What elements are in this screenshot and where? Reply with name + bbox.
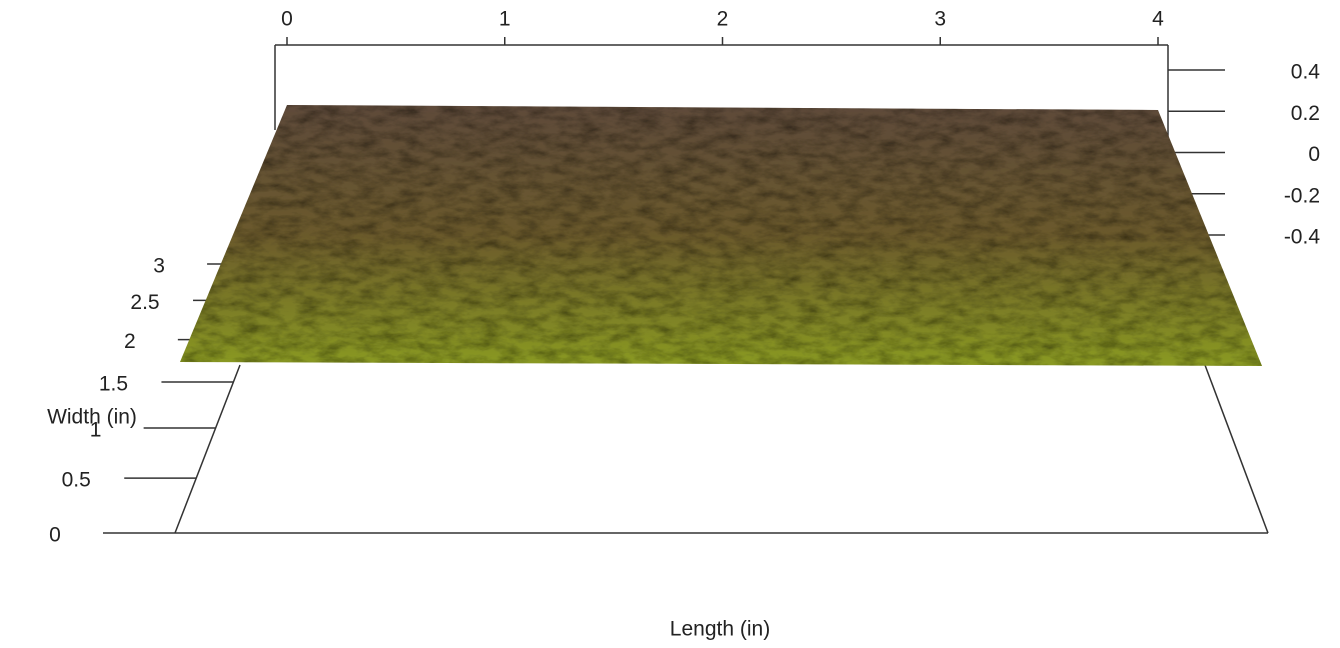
z-tick-label: 0.4 [1291,61,1321,84]
x-tick-label: 1 [499,8,511,31]
x-axis-label: Length (in) [670,618,770,641]
z-tick-label: -0.2 [1284,184,1320,207]
y-tick-label: 1 [90,419,102,442]
surface-plane [180,105,1262,366]
surface [180,105,1262,366]
y-axis-label: Width (in) [47,406,137,429]
y-tick-label: 3 [153,255,165,278]
box [174,44,1269,534]
x-tick-label: 2 [717,8,729,31]
z-tick-label: -0.4 [1284,226,1321,249]
x-tick-label: 4 [1152,8,1164,31]
y-tick-label: 0 [49,524,61,547]
z-tick-label: 0 [1308,143,1320,166]
box-edge [1204,364,1269,534]
z-tick-label: 0.2 [1291,102,1320,125]
y-tick-label: 2 [124,330,136,353]
y-tick-label: 0.5 [62,469,91,492]
box-edge [174,364,241,534]
x-tick-label: 3 [934,8,946,31]
y-tick-label: 1.5 [99,373,128,396]
x-tick-label: 0 [281,8,293,31]
y-tick-label: 2.5 [130,291,159,314]
